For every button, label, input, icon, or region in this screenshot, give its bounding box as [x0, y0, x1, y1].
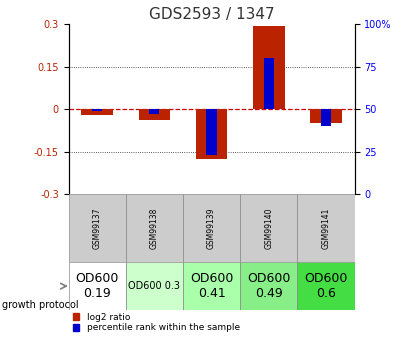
FancyBboxPatch shape	[240, 194, 297, 262]
Text: GSM99140: GSM99140	[264, 207, 273, 249]
FancyBboxPatch shape	[126, 194, 183, 262]
Bar	[264, 58, 274, 109]
FancyBboxPatch shape	[183, 262, 240, 310]
Bar	[81, 109, 113, 115]
FancyBboxPatch shape	[126, 262, 183, 310]
Text: OD600
0.49: OD600 0.49	[247, 272, 291, 300]
Text: OD600
0.41: OD600 0.41	[190, 272, 233, 300]
Bar	[253, 26, 285, 109]
FancyBboxPatch shape	[240, 262, 297, 310]
Text: GSM99141: GSM99141	[322, 207, 330, 249]
Bar	[149, 109, 160, 114]
FancyBboxPatch shape	[69, 194, 126, 262]
Text: OD600
0.19: OD600 0.19	[75, 272, 119, 300]
Bar	[206, 109, 217, 155]
Title: GDS2593 / 1347: GDS2593 / 1347	[149, 7, 274, 22]
FancyBboxPatch shape	[297, 194, 355, 262]
Text: growth protocol: growth protocol	[2, 300, 79, 310]
Text: OD600
0.6: OD600 0.6	[304, 272, 348, 300]
Text: OD600 0.3: OD600 0.3	[128, 281, 181, 291]
Legend: log2 ratio, percentile rank within the sample: log2 ratio, percentile rank within the s…	[73, 313, 240, 333]
Bar	[196, 109, 227, 159]
FancyBboxPatch shape	[69, 262, 126, 310]
Bar	[310, 109, 342, 123]
FancyBboxPatch shape	[297, 262, 355, 310]
Bar	[321, 109, 331, 126]
Bar	[92, 109, 102, 111]
Bar	[139, 109, 170, 120]
Text: GSM99138: GSM99138	[150, 207, 159, 249]
Text: GSM99137: GSM99137	[93, 207, 102, 249]
FancyBboxPatch shape	[183, 194, 240, 262]
Text: GSM99139: GSM99139	[207, 207, 216, 249]
